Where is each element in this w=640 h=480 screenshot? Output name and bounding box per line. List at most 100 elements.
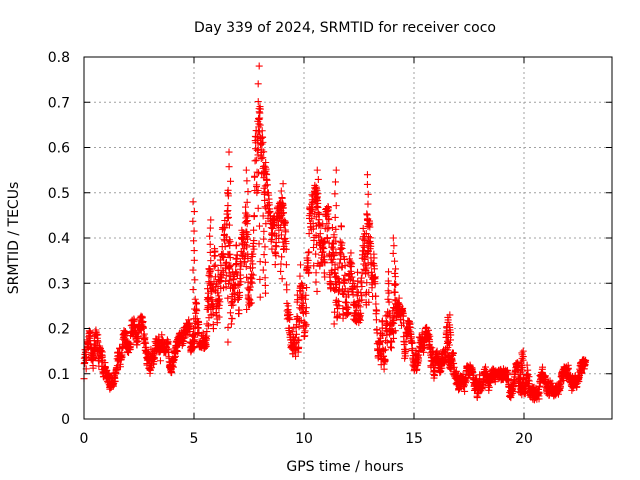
data-point xyxy=(247,257,255,265)
data-point xyxy=(190,227,198,235)
x-tick-label: 15 xyxy=(405,431,423,447)
data-point xyxy=(250,212,258,220)
data-point xyxy=(259,212,267,220)
data-point xyxy=(321,259,329,267)
data-point xyxy=(224,214,232,222)
data-point xyxy=(383,318,390,326)
data-point xyxy=(214,289,222,297)
data-point xyxy=(299,299,307,307)
data-point xyxy=(392,280,400,288)
data-point xyxy=(363,171,371,179)
data-point xyxy=(354,268,362,276)
data-point xyxy=(277,224,285,232)
data-point xyxy=(304,249,312,257)
data-point xyxy=(312,213,320,221)
data-point xyxy=(309,199,317,207)
data-point xyxy=(261,258,269,266)
data-point xyxy=(263,181,271,189)
data-point xyxy=(247,299,255,307)
data-point xyxy=(415,357,423,365)
data-point xyxy=(262,289,270,297)
data-point xyxy=(262,204,270,212)
data-point xyxy=(316,230,324,238)
data-point xyxy=(209,310,217,318)
data-point xyxy=(310,262,318,270)
data-point xyxy=(292,330,300,338)
data-point xyxy=(358,296,366,304)
data-points xyxy=(80,62,590,404)
data-point xyxy=(360,254,368,262)
data-point xyxy=(93,330,101,338)
data-point xyxy=(331,213,339,221)
data-point xyxy=(281,234,289,242)
data-point xyxy=(205,314,213,322)
data-point xyxy=(186,328,194,336)
data-point xyxy=(158,331,166,339)
data-point xyxy=(164,338,172,346)
data-point xyxy=(249,271,257,279)
data-point xyxy=(237,260,245,268)
data-point xyxy=(258,140,266,148)
data-point xyxy=(367,242,375,250)
data-point xyxy=(305,248,313,256)
data-point xyxy=(277,231,285,239)
data-point xyxy=(189,198,197,206)
data-point xyxy=(210,262,218,270)
data-point xyxy=(518,349,526,357)
data-point xyxy=(249,250,257,258)
data-point xyxy=(204,322,212,330)
data-point xyxy=(358,282,366,290)
data-point xyxy=(482,363,489,371)
data-point xyxy=(383,339,391,347)
data-point xyxy=(248,279,256,287)
data-point xyxy=(535,389,543,397)
data-point xyxy=(329,255,337,263)
data-point xyxy=(332,237,340,245)
data-point xyxy=(280,245,288,253)
data-point xyxy=(582,356,590,364)
data-point xyxy=(362,230,370,238)
plot-frame xyxy=(83,56,613,420)
data-point xyxy=(244,188,252,196)
data-point xyxy=(254,80,262,88)
y-tick-label: 0.6 xyxy=(48,141,70,157)
data-point xyxy=(209,325,217,333)
data-point xyxy=(242,263,250,271)
data-point xyxy=(255,240,263,248)
data-point xyxy=(365,288,373,296)
data-point xyxy=(243,241,251,249)
data-point xyxy=(257,155,265,163)
data-point xyxy=(365,298,373,306)
data-point xyxy=(278,202,286,210)
data-point xyxy=(390,311,398,319)
data-point xyxy=(193,299,201,307)
data-point xyxy=(548,379,556,387)
data-point xyxy=(139,324,147,332)
data-point xyxy=(260,227,268,235)
data-point xyxy=(103,366,111,374)
data-point xyxy=(259,154,267,162)
data-point xyxy=(390,242,398,250)
data-point xyxy=(280,209,288,217)
x-tick-labels: 0 5 10 15 20 xyxy=(80,431,533,447)
data-point xyxy=(185,316,193,324)
data-point xyxy=(251,157,259,165)
data-point xyxy=(295,343,303,351)
data-point xyxy=(312,194,320,202)
data-point xyxy=(207,273,215,281)
data-point xyxy=(221,224,229,232)
data-point xyxy=(332,166,340,174)
x-tick-label: 20 xyxy=(515,431,533,447)
y-axis-label: SRMTID / TECUs xyxy=(6,182,22,295)
data-point xyxy=(254,187,262,195)
data-point xyxy=(391,257,399,265)
data-point xyxy=(399,312,407,320)
data-point xyxy=(237,278,245,286)
data-point xyxy=(390,288,398,296)
data-point xyxy=(386,313,394,321)
data-point xyxy=(324,204,332,212)
data-point xyxy=(261,274,269,282)
data-point xyxy=(94,331,102,339)
data-point xyxy=(511,377,519,385)
data-point xyxy=(253,168,261,176)
